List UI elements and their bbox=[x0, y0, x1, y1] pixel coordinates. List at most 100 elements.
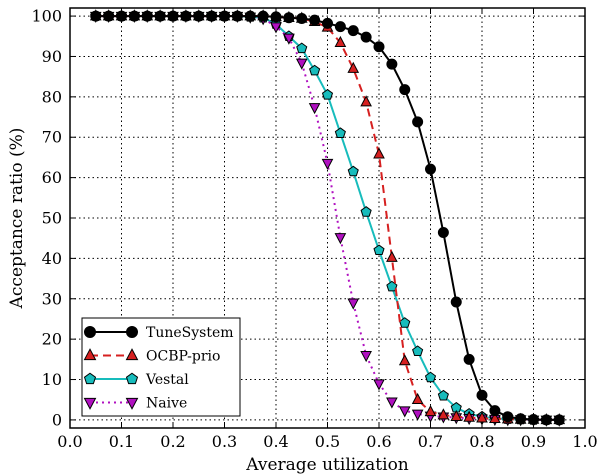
data-point bbox=[321, 158, 334, 170]
series-layer bbox=[89, 9, 566, 427]
data-point bbox=[321, 88, 334, 100]
data-point bbox=[141, 10, 153, 22]
legend-marker bbox=[125, 348, 139, 361]
data-point bbox=[231, 10, 243, 22]
y-tick-label: 100 bbox=[31, 7, 62, 26]
data-point bbox=[553, 414, 565, 426]
data-point bbox=[540, 414, 552, 426]
legend-marker bbox=[84, 326, 96, 338]
x-tick-label: 0.1 bbox=[109, 432, 134, 451]
data-point bbox=[244, 10, 256, 22]
y-tick-label: 60 bbox=[42, 168, 62, 187]
legend-marker bbox=[126, 326, 138, 338]
legend-item: Vestal bbox=[83, 372, 189, 388]
legend: TuneSystem OCBP-prio Vestal Naive bbox=[81, 317, 241, 417]
data-point bbox=[296, 13, 308, 24]
data-point bbox=[398, 406, 411, 418]
data-point bbox=[270, 22, 282, 34]
y-tick-label: 90 bbox=[42, 47, 62, 66]
legend-item: TuneSystem bbox=[84, 325, 234, 341]
y-tick-label: 80 bbox=[42, 87, 62, 106]
y-tick-label: 0 bbox=[52, 410, 62, 429]
x-tick-label: 0.7 bbox=[418, 432, 443, 451]
legend-marker bbox=[83, 348, 97, 361]
data-point bbox=[412, 345, 424, 357]
data-point bbox=[103, 10, 115, 22]
data-point bbox=[347, 298, 360, 310]
data-point bbox=[347, 25, 359, 37]
legend-item: OCBP-prio bbox=[83, 348, 220, 365]
data-point bbox=[154, 10, 166, 22]
data-point bbox=[360, 206, 372, 217]
data-point bbox=[309, 14, 321, 26]
data-point bbox=[373, 41, 385, 53]
data-point bbox=[193, 10, 205, 22]
data-point bbox=[450, 409, 463, 421]
data-point bbox=[386, 397, 398, 409]
data-point bbox=[90, 10, 102, 22]
data-point bbox=[334, 21, 346, 33]
data-point bbox=[180, 10, 192, 22]
legend-marker bbox=[125, 397, 139, 410]
data-point bbox=[386, 280, 398, 292]
legend-marker bbox=[83, 372, 97, 385]
data-point bbox=[411, 409, 424, 421]
y-tick-label: 50 bbox=[42, 209, 62, 228]
data-point bbox=[257, 10, 269, 22]
data-point bbox=[424, 371, 437, 383]
data-point bbox=[308, 103, 321, 115]
data-point bbox=[489, 411, 501, 423]
data-point bbox=[206, 10, 218, 22]
legend-box bbox=[81, 317, 241, 417]
y-axis-title: Acceptance ratio (%) bbox=[7, 128, 27, 310]
data-point bbox=[489, 405, 501, 417]
data-point bbox=[360, 31, 372, 43]
data-point bbox=[412, 116, 424, 128]
data-point bbox=[128, 10, 140, 22]
data-point bbox=[373, 147, 385, 159]
data-point bbox=[476, 389, 488, 401]
data-point bbox=[411, 392, 424, 404]
data-point bbox=[373, 244, 385, 256]
y-tick-label: 10 bbox=[42, 370, 62, 389]
data-point bbox=[347, 165, 359, 177]
data-point bbox=[334, 127, 346, 138]
legend-label: Vestal bbox=[145, 372, 189, 388]
y-tick-label: 30 bbox=[42, 289, 62, 308]
data-point bbox=[463, 410, 475, 422]
data-point bbox=[437, 408, 450, 420]
data-point bbox=[373, 379, 385, 391]
data-point bbox=[360, 351, 372, 363]
x-tick-label: 1.0 bbox=[572, 432, 597, 451]
data-point bbox=[450, 296, 462, 308]
x-tick-label: 0.5 bbox=[315, 432, 340, 451]
data-point bbox=[309, 64, 321, 76]
data-point bbox=[296, 42, 308, 54]
data-point bbox=[424, 405, 437, 417]
data-point bbox=[463, 353, 475, 365]
legend-marker bbox=[83, 397, 97, 410]
data-point bbox=[283, 12, 295, 24]
data-point bbox=[386, 58, 398, 70]
data-point bbox=[425, 163, 436, 175]
x-tick-label: 0.8 bbox=[469, 432, 494, 451]
data-point bbox=[295, 58, 308, 70]
data-point bbox=[437, 227, 449, 239]
x-tick-label: 0.9 bbox=[521, 432, 546, 451]
data-point bbox=[283, 33, 295, 45]
data-point bbox=[399, 84, 411, 96]
x-tick-label: 0.3 bbox=[212, 432, 237, 451]
x-tick-label: 0.4 bbox=[263, 432, 288, 451]
data-point bbox=[437, 389, 449, 401]
data-point bbox=[502, 411, 514, 423]
x-tick-label: 0.0 bbox=[57, 432, 82, 451]
series-tunesystem bbox=[90, 10, 565, 426]
x-tick-label: 0.2 bbox=[160, 432, 185, 451]
data-point bbox=[515, 413, 527, 425]
legend-label: OCBP-prio bbox=[146, 349, 220, 365]
data-point bbox=[386, 250, 398, 262]
legend-label: Naive bbox=[146, 396, 187, 412]
y-tick-label: 40 bbox=[42, 249, 62, 268]
tick-labels: 0.0 0.1 0.2 0.3 0.4 0.5 0.6 0.7 0.8 0.9 1.0 0 10 20 30… bbox=[31, 7, 597, 451]
